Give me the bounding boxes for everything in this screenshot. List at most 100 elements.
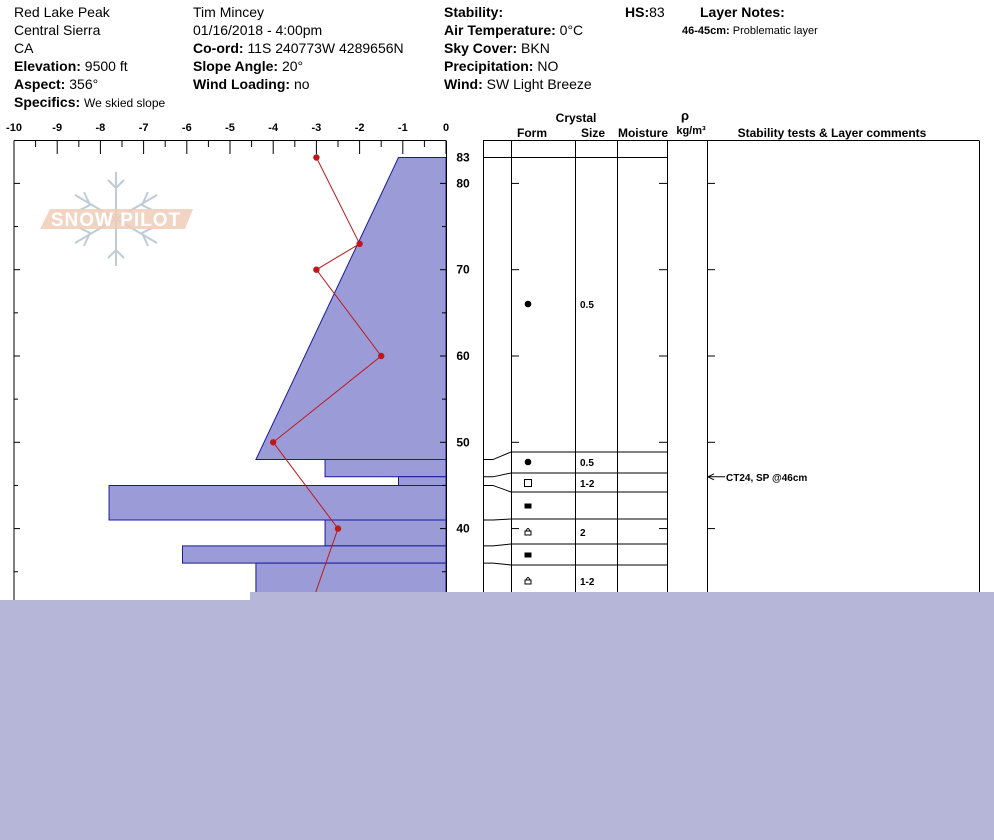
hardness-bar bbox=[181, 545, 447, 564]
y-tick-label: 40 bbox=[456, 522, 470, 536]
y-tick-label: 80 bbox=[456, 176, 470, 190]
stability-label: Stability: bbox=[444, 4, 504, 20]
sky-cover: Sky Cover: BKN bbox=[444, 39, 550, 57]
wind-value: SW Light Breeze bbox=[486, 76, 592, 92]
crystal-solid-icon bbox=[524, 552, 532, 558]
crystal-facet-icon bbox=[524, 479, 532, 487]
stability-test-label: CT24, SP @46cm bbox=[726, 473, 807, 484]
mountain-range: Central Sierra bbox=[14, 22, 101, 38]
layer-notes-title: Layer Notes: bbox=[700, 3, 785, 21]
snow-height: HS:83 bbox=[625, 3, 665, 21]
hardness-bar bbox=[108, 484, 447, 521]
y-tick-label: 70 bbox=[456, 263, 470, 277]
sky-value: BKN bbox=[521, 40, 550, 56]
x-tick-label: -4 bbox=[268, 122, 279, 134]
temperature-point bbox=[270, 439, 277, 446]
crystal-size: 1-2 bbox=[580, 577, 595, 588]
layer-connector bbox=[483, 472, 512, 478]
layer-connector bbox=[483, 451, 512, 461]
air-temperature: Air Temperature: 0°C bbox=[444, 21, 583, 39]
x-tick-label: -9 bbox=[52, 122, 62, 134]
logo-text: SNOW PILOT bbox=[51, 210, 181, 231]
hs-value: 83 bbox=[649, 4, 665, 20]
hardness-bar bbox=[324, 459, 447, 478]
y-tick-label: 83 bbox=[456, 151, 470, 165]
x-tick-label: -3 bbox=[312, 122, 322, 134]
temperature-point bbox=[313, 266, 320, 273]
state: CA bbox=[14, 40, 34, 56]
crystal-size: 0.5 bbox=[580, 300, 594, 311]
crystal-round-icon bbox=[524, 300, 532, 308]
coord-value: 11S 240773W 4289656N bbox=[247, 40, 404, 56]
layer-connector bbox=[483, 484, 512, 493]
snow-pilot-logo: SNOW PILOT bbox=[40, 172, 193, 266]
wind-loading-label: Wind Loading: bbox=[193, 76, 291, 92]
location-name: Red Lake Peak bbox=[14, 4, 110, 20]
wind-loading-value: no bbox=[293, 76, 310, 92]
aspect-value: 356° bbox=[69, 76, 99, 92]
slope-value: 20° bbox=[281, 58, 304, 74]
layer-note: 46-45cm: Problematic layer bbox=[682, 22, 818, 40]
precipitation: Precipitation: NO bbox=[444, 57, 558, 75]
air-temp-value: 0°C bbox=[559, 22, 584, 38]
aspect-label: Aspect: bbox=[14, 76, 66, 92]
x-tick-label: 0 bbox=[443, 122, 449, 134]
layer-connector bbox=[483, 543, 512, 547]
layer-notes-label: Layer Notes: bbox=[700, 4, 785, 20]
temperature-point bbox=[334, 525, 342, 532]
overlay-strip bbox=[250, 592, 994, 602]
hs-label: HS: bbox=[625, 4, 650, 20]
crystal-depth-hoar-icon bbox=[524, 577, 532, 585]
coordinates: Co-ord: 11S 240773W 4289656N bbox=[193, 39, 404, 57]
aspect: Aspect: 356° bbox=[14, 75, 98, 93]
slope-angle: Slope Angle: 20° bbox=[193, 57, 303, 75]
size-header: Size bbox=[581, 126, 605, 140]
crystal-solid-icon bbox=[524, 503, 532, 509]
temperature-point bbox=[378, 352, 385, 360]
stability: Stability: bbox=[444, 3, 503, 21]
hardness-bar bbox=[324, 519, 447, 547]
precip-value: NO bbox=[537, 58, 559, 74]
overlay-panel bbox=[0, 600, 994, 840]
temperature-point bbox=[356, 240, 363, 247]
layer-connector bbox=[483, 562, 512, 566]
arrow-head-icon bbox=[707, 473, 715, 481]
comments-header: Stability tests & Layer comments bbox=[738, 126, 927, 140]
coord-label: Co-ord: bbox=[193, 40, 244, 56]
logo-banner bbox=[40, 209, 193, 229]
x-tick-label: -8 bbox=[96, 122, 106, 134]
elevation-label: Elevation: bbox=[14, 58, 81, 74]
crystal-depth-hoar-icon bbox=[524, 528, 532, 536]
observation-datetime: 01/16/2018 - 4:00pm bbox=[193, 22, 323, 38]
x-tick-label: -7 bbox=[139, 122, 149, 134]
wind: Wind: SW Light Breeze bbox=[444, 75, 592, 93]
crystal-size: 2 bbox=[580, 528, 586, 539]
x-tick-label: -5 bbox=[225, 122, 235, 134]
wind-loading: Wind Loading: no bbox=[193, 75, 310, 93]
specifics: Specifics: We skied slope bbox=[14, 93, 165, 112]
crystal-round-icon bbox=[524, 458, 532, 466]
form-header: Form bbox=[517, 126, 547, 140]
crystal-size: 1-2 bbox=[580, 479, 595, 490]
layer-note-range: 46-45cm: bbox=[682, 25, 730, 37]
x-tick-label: -6 bbox=[182, 122, 192, 134]
observer-name: Tim Mincey bbox=[193, 4, 265, 20]
wind-label: Wind: bbox=[444, 76, 483, 92]
x-tick-label: -10 bbox=[6, 122, 22, 134]
air-temp-label: Air Temperature: bbox=[444, 22, 556, 38]
precip-label: Precipitation: bbox=[444, 58, 534, 74]
moisture-header: Moisture bbox=[618, 126, 668, 140]
x-tick-label: -2 bbox=[355, 122, 365, 134]
specifics-label: Specifics: bbox=[14, 94, 81, 110]
layer-connector bbox=[483, 518, 512, 521]
hardness-bar bbox=[255, 157, 447, 461]
y-tick-label: 60 bbox=[456, 349, 470, 363]
elevation: Elevation: 9500 ft bbox=[14, 57, 128, 75]
temperature-point bbox=[313, 154, 320, 161]
layer-note-text: Problematic layer bbox=[732, 25, 818, 37]
y-tick-label: 50 bbox=[456, 435, 470, 449]
sky-label: Sky Cover: bbox=[444, 40, 518, 56]
elevation-value: 9500 ft bbox=[84, 58, 128, 74]
slope-label: Slope Angle: bbox=[193, 58, 279, 74]
x-tick-label: -1 bbox=[398, 122, 408, 134]
